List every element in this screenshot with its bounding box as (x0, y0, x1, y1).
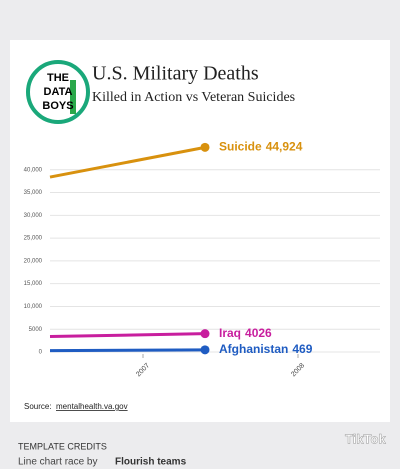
y-tick-label: 40,000 (24, 167, 43, 173)
y-tick-label: 10,000 (24, 304, 43, 310)
end-dot (200, 345, 210, 355)
value-label: 4026 (245, 326, 272, 340)
chart-title: U.S. Military Deaths (92, 63, 259, 85)
y-tick-label: 20,000 (24, 258, 43, 264)
series-line (49, 332, 206, 339)
series-line (49, 348, 206, 353)
logo-bar (70, 80, 76, 114)
value-label: 469 (292, 342, 312, 356)
series-label: Suicide (219, 140, 262, 154)
logo-text: DATA (44, 86, 73, 98)
series-label: Iraq (219, 326, 241, 340)
credits-title: TEMPLATE CREDITS (18, 441, 107, 451)
y-tick-label: 25,000 (24, 236, 43, 242)
chart-subtitle: Killed in Action vs Veteran Suicides (92, 90, 295, 105)
end-dot (200, 329, 210, 339)
end-dot (200, 142, 210, 152)
logo-text: BOYS (42, 100, 73, 112)
logo-text: THE (47, 72, 69, 84)
source-label: Source: (24, 402, 52, 411)
credits-text: Line chart race by (18, 457, 98, 468)
source-link: mentalhealth.va.gov (56, 402, 128, 411)
y-tick-label: 30,000 (24, 213, 43, 219)
series-label: Afghanistan (219, 342, 288, 356)
y-tick-label: 5000 (29, 327, 43, 333)
value-label: 44,924 (266, 140, 303, 154)
y-tick-label: 15,000 (24, 281, 43, 287)
y-tick-label: 35,000 (24, 190, 43, 196)
y-tick-label: 0 (39, 350, 43, 356)
credits-bold: Flourish teams (115, 457, 187, 468)
watermark: TikTok (345, 431, 386, 446)
series-line (49, 145, 206, 179)
